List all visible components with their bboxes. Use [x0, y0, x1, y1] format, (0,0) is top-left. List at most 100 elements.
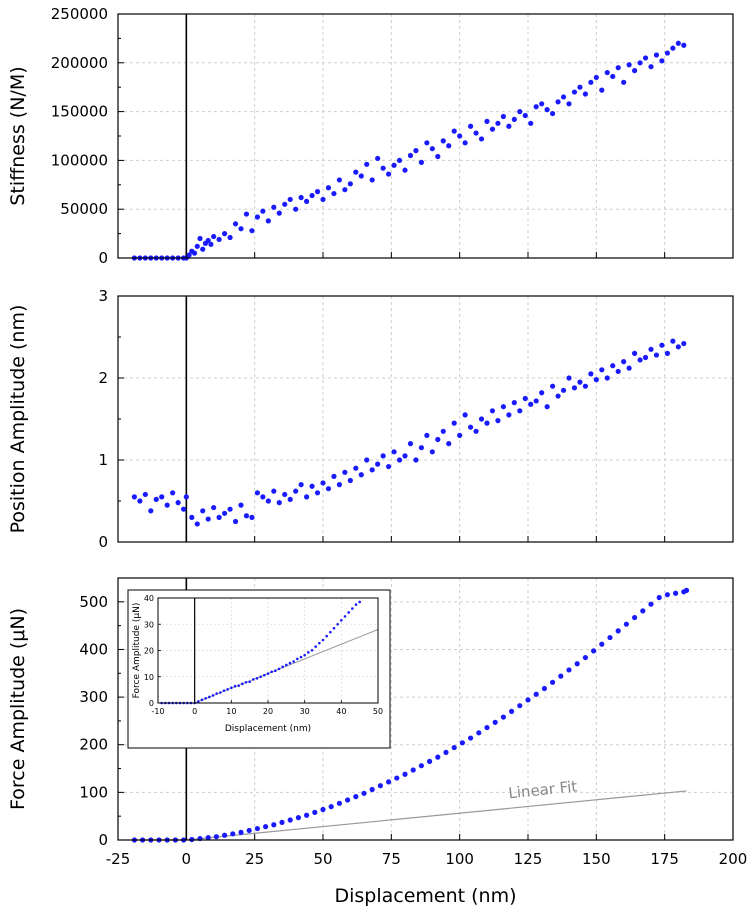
data-point — [615, 628, 621, 634]
data-point — [642, 354, 649, 361]
x-tick-label: -25 — [106, 850, 131, 868]
inset-border — [127, 589, 391, 749]
data-point — [287, 496, 293, 502]
data-point — [574, 661, 580, 667]
data-point — [347, 477, 353, 484]
data-point — [243, 211, 250, 217]
data-point — [659, 342, 665, 348]
data-point — [391, 449, 397, 455]
data-point — [216, 236, 222, 243]
data-point — [205, 516, 211, 522]
data-point — [446, 441, 452, 447]
inset-data-point — [211, 694, 215, 697]
data-point — [361, 790, 367, 796]
inset-data-point — [299, 655, 303, 659]
data-point — [525, 697, 531, 703]
force-linear-fit-label: Linear Fit — [508, 777, 579, 802]
force-x-ticks: -25 0 25 50 75 100 125 150 175 200 — [106, 850, 748, 868]
data-point — [599, 641, 605, 647]
data-point — [183, 494, 189, 500]
data-point — [137, 498, 143, 504]
data-point — [194, 521, 200, 527]
data-point — [517, 703, 523, 709]
data-point — [566, 101, 572, 107]
data-point — [386, 779, 392, 785]
data-point — [588, 371, 594, 377]
stiffness-y-axis-title: Stiffness (N/M) — [7, 66, 29, 205]
data-point — [320, 806, 326, 813]
data-point — [571, 385, 578, 391]
data-point — [407, 441, 414, 447]
data-point — [263, 824, 269, 830]
data-point — [533, 398, 539, 404]
data-point — [621, 79, 627, 85]
y-tick-label: 100 — [79, 783, 108, 801]
data-point — [435, 754, 441, 760]
data-point — [440, 138, 446, 144]
data-point — [320, 480, 326, 486]
data-point — [287, 817, 293, 823]
stiffness-points — [131, 40, 687, 261]
data-point — [550, 383, 556, 389]
data-point — [375, 155, 381, 162]
data-point — [550, 110, 556, 117]
data-point — [673, 590, 679, 596]
data-point — [648, 601, 654, 607]
data-point — [309, 483, 315, 489]
inset-data-point — [255, 677, 259, 680]
y-tick-label: 1 — [98, 451, 108, 469]
data-point — [153, 496, 159, 502]
data-point — [615, 368, 621, 375]
data-point — [632, 350, 638, 356]
data-point — [386, 463, 392, 470]
data-point — [418, 159, 424, 165]
inset-data-point — [292, 660, 295, 663]
data-point — [664, 50, 671, 56]
data-point — [675, 40, 681, 46]
data-point — [533, 104, 539, 110]
data-point — [632, 68, 638, 74]
inset-data-point — [285, 663, 288, 667]
data-point — [610, 363, 616, 369]
data-point — [577, 379, 583, 385]
data-point — [459, 740, 465, 746]
data-point — [640, 608, 646, 614]
stiffness-gridlines — [117, 13, 734, 259]
x-tick-label: 75 — [382, 850, 401, 868]
data-point — [232, 221, 239, 227]
data-point — [377, 783, 383, 789]
data-point — [607, 634, 613, 641]
data-point — [500, 113, 506, 120]
data-point — [191, 250, 198, 256]
inset-data-point — [222, 689, 226, 692]
data-point — [653, 52, 660, 58]
data-point — [131, 494, 137, 500]
y-tick-label: 0 — [98, 831, 108, 849]
inset-data-point — [332, 626, 336, 630]
inset-data-point — [340, 619, 343, 622]
data-point — [216, 514, 222, 521]
force-points — [131, 587, 690, 843]
stiffness-frame — [117, 13, 734, 259]
inset-data-point — [329, 630, 332, 634]
data-point — [517, 109, 523, 115]
data-point — [282, 491, 288, 498]
data-point — [517, 408, 523, 414]
inset-x-axis-title: Displacement (nm) — [225, 724, 311, 734]
data-point — [238, 502, 244, 508]
data-point — [353, 794, 359, 800]
inset-data-point — [237, 684, 240, 687]
inset-data-point — [296, 657, 299, 661]
x-tick-label: 200 — [719, 850, 748, 868]
data-point — [148, 508, 154, 514]
data-point — [309, 192, 315, 199]
data-point — [364, 457, 370, 463]
data-point — [473, 428, 479, 434]
data-point — [238, 226, 244, 232]
data-point — [484, 420, 490, 426]
data-point — [653, 352, 660, 358]
data-point — [205, 835, 211, 841]
inset-data-point — [204, 696, 207, 700]
inset-data-point — [259, 675, 262, 679]
